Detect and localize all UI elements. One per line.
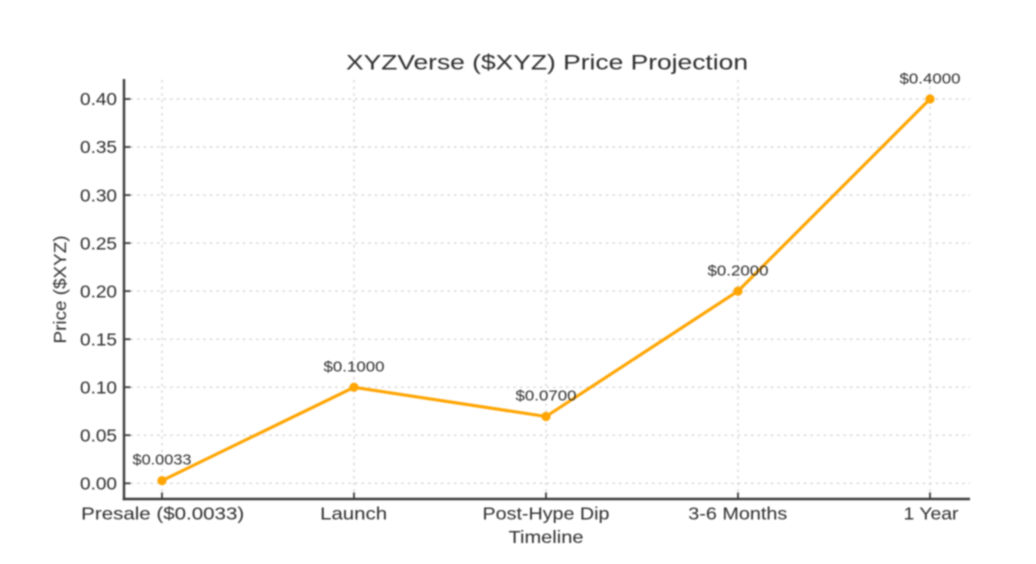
svg-text:Price ($XYZ): Price ($XYZ) <box>50 236 70 344</box>
svg-text:0.10: 0.10 <box>80 377 117 397</box>
svg-text:Post-Hype Dip: Post-Hype Dip <box>483 504 610 524</box>
svg-text:Timeline: Timeline <box>509 527 584 547</box>
svg-text:Presale ($0.0033): Presale ($0.0033) <box>81 504 244 524</box>
svg-text:0.20: 0.20 <box>80 281 117 301</box>
svg-text:0.35: 0.35 <box>80 137 117 157</box>
svg-text:XYZVerse ($XYZ) Price Projecti: XYZVerse ($XYZ) Price Projection <box>346 52 748 75</box>
svg-text:0.05: 0.05 <box>80 425 117 445</box>
svg-text:0.25: 0.25 <box>80 233 117 253</box>
svg-text:$0.0033: $0.0033 <box>133 451 192 468</box>
svg-text:0.40: 0.40 <box>80 89 117 109</box>
svg-text:0.15: 0.15 <box>80 329 117 349</box>
svg-text:$0.1000: $0.1000 <box>324 359 385 376</box>
svg-text:1 Year: 1 Year <box>904 504 959 524</box>
svg-text:$0.2000: $0.2000 <box>708 262 769 279</box>
svg-text:$0.4000: $0.4000 <box>900 70 961 87</box>
svg-text:3-6 Months: 3-6 Months <box>688 504 787 524</box>
svg-text:0.30: 0.30 <box>80 185 117 205</box>
svg-text:$0.0700: $0.0700 <box>516 388 577 405</box>
svg-text:0.00: 0.00 <box>80 474 117 494</box>
svg-text:Launch: Launch <box>320 504 387 524</box>
